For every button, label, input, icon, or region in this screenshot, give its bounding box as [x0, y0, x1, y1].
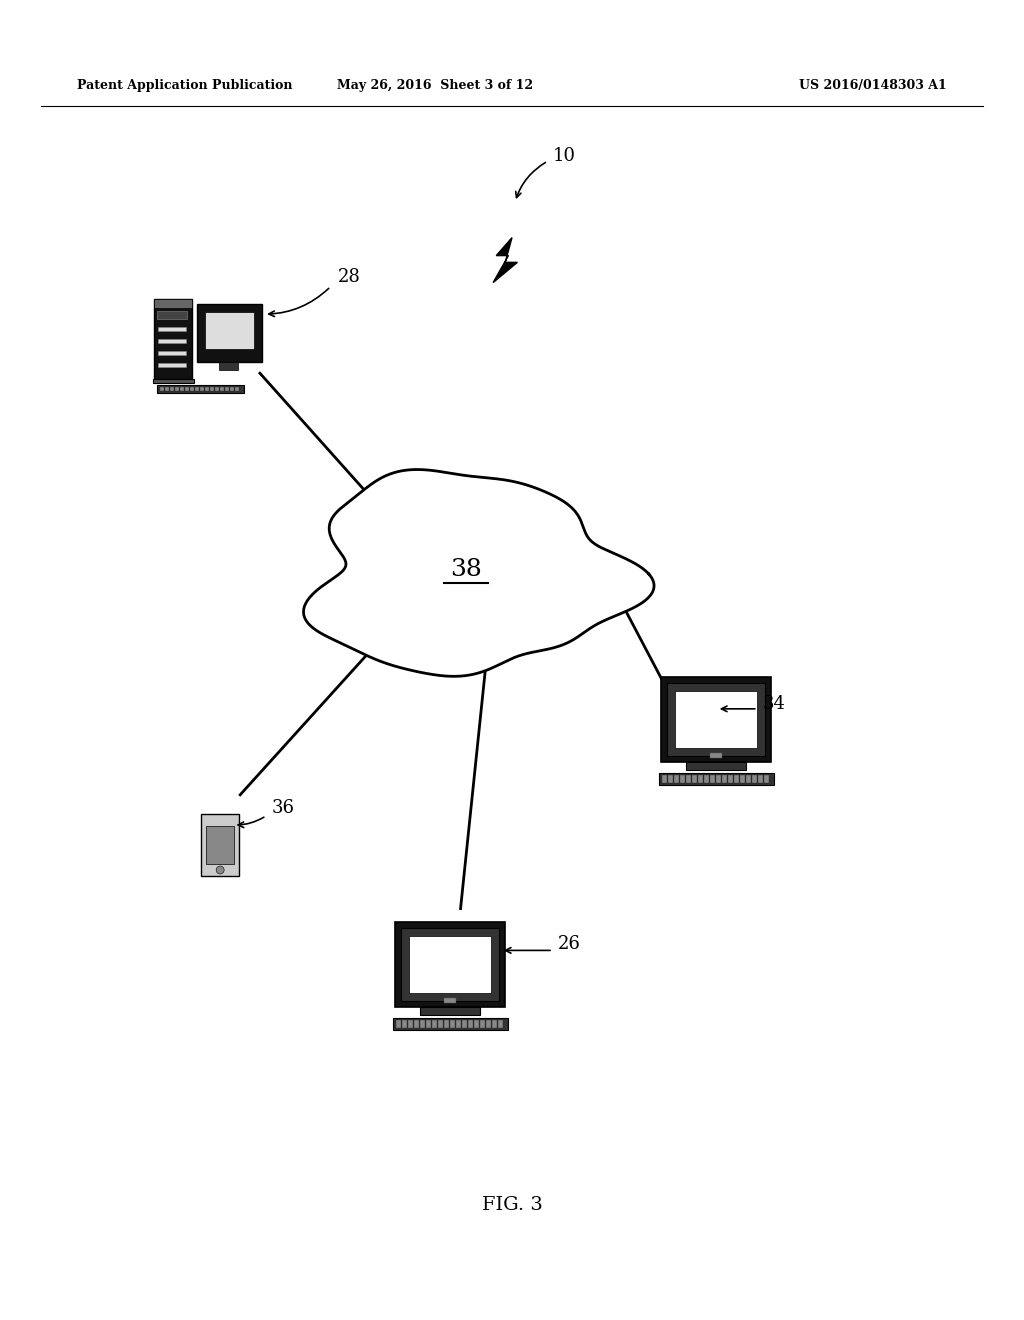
- Bar: [692, 775, 697, 783]
- Bar: [402, 1020, 407, 1028]
- Bar: [408, 1020, 413, 1028]
- Bar: [716, 775, 721, 783]
- Text: 38: 38: [450, 557, 482, 581]
- Text: Patent Application Publication: Patent Application Publication: [77, 79, 292, 92]
- Bar: [492, 1020, 497, 1028]
- Bar: [401, 928, 499, 1001]
- Bar: [668, 775, 673, 783]
- Bar: [205, 387, 209, 391]
- Bar: [734, 775, 739, 783]
- Bar: [205, 312, 254, 348]
- Bar: [438, 1020, 443, 1028]
- Bar: [215, 387, 219, 391]
- Bar: [420, 1020, 425, 1028]
- Bar: [210, 387, 214, 391]
- Bar: [200, 387, 204, 391]
- Bar: [165, 387, 169, 391]
- Bar: [395, 921, 505, 1007]
- Bar: [396, 1020, 401, 1028]
- Bar: [764, 775, 769, 783]
- Bar: [219, 362, 238, 370]
- Bar: [157, 312, 187, 319]
- Bar: [740, 775, 745, 783]
- Bar: [722, 775, 727, 783]
- Bar: [450, 1020, 455, 1028]
- Bar: [444, 998, 456, 1003]
- Bar: [153, 379, 194, 383]
- Bar: [158, 339, 186, 343]
- Bar: [456, 1020, 461, 1028]
- Bar: [675, 690, 757, 748]
- Bar: [225, 387, 229, 391]
- Bar: [170, 387, 174, 391]
- Text: 28: 28: [338, 268, 360, 286]
- Bar: [705, 775, 709, 783]
- Bar: [710, 775, 715, 783]
- Bar: [680, 775, 685, 783]
- Bar: [686, 762, 746, 770]
- Text: FIG. 3: FIG. 3: [481, 1196, 543, 1214]
- Bar: [698, 775, 703, 783]
- Bar: [468, 1020, 473, 1028]
- Bar: [728, 775, 733, 783]
- Bar: [662, 677, 771, 762]
- Bar: [498, 1020, 503, 1028]
- Bar: [206, 826, 234, 865]
- Bar: [746, 775, 751, 783]
- Bar: [154, 300, 193, 308]
- Bar: [486, 1020, 490, 1028]
- Bar: [426, 1020, 431, 1028]
- Bar: [662, 775, 667, 783]
- Bar: [234, 387, 239, 391]
- Polygon shape: [303, 470, 654, 676]
- Circle shape: [216, 866, 224, 874]
- Bar: [220, 387, 224, 391]
- Bar: [674, 775, 679, 783]
- Bar: [180, 387, 184, 391]
- Bar: [158, 351, 186, 355]
- Bar: [474, 1020, 479, 1028]
- Text: 36: 36: [271, 799, 294, 817]
- Bar: [197, 304, 262, 362]
- Bar: [154, 300, 193, 379]
- Polygon shape: [494, 238, 517, 282]
- Bar: [686, 775, 691, 783]
- Text: 26: 26: [558, 935, 581, 953]
- Text: US 2016/0148303 A1: US 2016/0148303 A1: [800, 79, 947, 92]
- Bar: [444, 1020, 449, 1028]
- Bar: [480, 1020, 485, 1028]
- Bar: [158, 327, 186, 331]
- Bar: [710, 752, 722, 758]
- Bar: [190, 387, 194, 391]
- Bar: [175, 387, 179, 391]
- Bar: [158, 363, 186, 367]
- Bar: [201, 814, 239, 876]
- Bar: [667, 682, 765, 756]
- Bar: [432, 1020, 437, 1028]
- Bar: [157, 385, 244, 393]
- Bar: [420, 1007, 480, 1015]
- Text: May 26, 2016  Sheet 3 of 12: May 26, 2016 Sheet 3 of 12: [337, 79, 534, 92]
- Bar: [752, 775, 757, 783]
- Bar: [758, 775, 763, 783]
- Bar: [409, 936, 490, 993]
- Text: 34: 34: [763, 694, 785, 713]
- Bar: [393, 1018, 508, 1030]
- Text: 10: 10: [553, 147, 575, 165]
- Bar: [230, 387, 234, 391]
- Bar: [414, 1020, 419, 1028]
- Bar: [462, 1020, 467, 1028]
- Bar: [195, 387, 199, 391]
- Bar: [185, 387, 189, 391]
- Bar: [160, 387, 164, 391]
- Bar: [659, 774, 774, 785]
